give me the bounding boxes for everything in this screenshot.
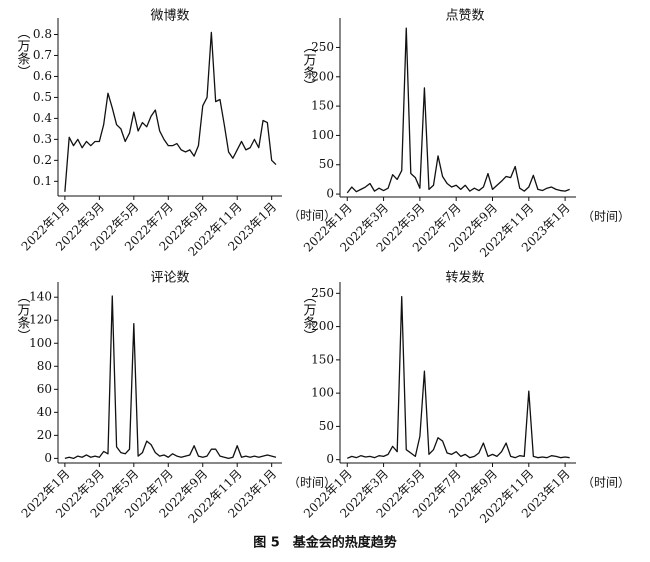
chart-title: 微博数 bbox=[150, 9, 189, 24]
y-tick-label: 140 bbox=[29, 290, 52, 304]
figure-caption: 图 5 基金会的热度趋势 bbox=[253, 535, 397, 551]
y-tick-label: 40 bbox=[37, 405, 52, 419]
y-tick-label: 0 bbox=[326, 187, 334, 201]
y-tick-label: 20 bbox=[37, 428, 52, 442]
y-tick-label: 120 bbox=[29, 313, 52, 327]
y-tick-label: 150 bbox=[311, 352, 334, 366]
y-tick-label: 100 bbox=[311, 128, 334, 142]
y-tick-label: 100 bbox=[311, 386, 334, 400]
y-axis-label: （万条） bbox=[15, 290, 31, 342]
y-tick-label: 250 bbox=[311, 286, 334, 300]
y-tick-label: 0.4 bbox=[33, 111, 52, 125]
data-line bbox=[346, 27, 570, 194]
y-axis-label: （万条） bbox=[15, 26, 31, 78]
data-line bbox=[64, 295, 277, 460]
chart-title: 点赞数 bbox=[445, 9, 484, 24]
data-line bbox=[347, 296, 570, 459]
y-tick-label: 0 bbox=[326, 452, 334, 466]
y-tick-label: 0.5 bbox=[33, 90, 52, 104]
y-tick-label: 200 bbox=[311, 319, 334, 333]
y-tick-label: 100 bbox=[29, 336, 52, 350]
y-tick-label: 0 bbox=[44, 451, 52, 465]
y-tick-label: 250 bbox=[311, 40, 334, 54]
data-line bbox=[64, 31, 277, 192]
x-axis-label: （时间） bbox=[582, 210, 630, 224]
chart-title: 评论数 bbox=[150, 271, 189, 286]
x-axis-label: （时间） bbox=[582, 476, 630, 490]
y-tick-label: 200 bbox=[311, 69, 334, 83]
y-tick-label: 0.6 bbox=[33, 69, 52, 83]
y-tick-label: 0.7 bbox=[33, 48, 52, 62]
y-axis-label: （万条） bbox=[301, 40, 317, 92]
y-tick-label: 0.8 bbox=[33, 27, 52, 41]
y-tick-label: 50 bbox=[319, 419, 334, 433]
y-tick-label: 0.2 bbox=[33, 153, 52, 167]
y-tick-label: 0.1 bbox=[33, 174, 52, 188]
y-tick-label: 150 bbox=[311, 99, 334, 113]
y-tick-label: 50 bbox=[319, 157, 334, 171]
y-tick-label: 80 bbox=[37, 359, 52, 373]
chart-title: 转发数 bbox=[445, 270, 484, 286]
y-tick-label: 0.3 bbox=[33, 132, 52, 146]
y-tick-label: 60 bbox=[37, 382, 52, 396]
x-axis-label: （时间） bbox=[288, 209, 336, 223]
y-axis-label: （万条） bbox=[301, 290, 317, 342]
x-axis-label: （时间） bbox=[288, 476, 336, 490]
